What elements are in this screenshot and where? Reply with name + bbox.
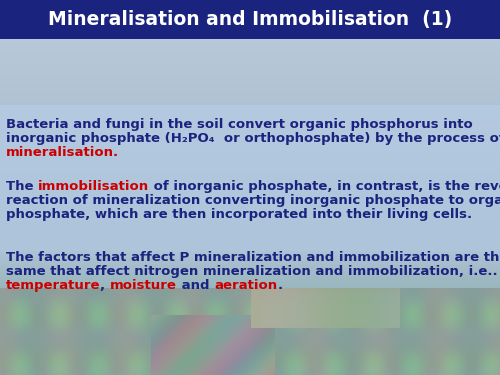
Text: The factors that affect P mineralization and immobilization are the: The factors that affect P mineralization… [6, 251, 500, 264]
Text: Mineralisation and Immobilisation  (1): Mineralisation and Immobilisation (1) [48, 10, 452, 29]
Text: mineralisation.: mineralisation. [6, 146, 119, 159]
Text: and: and [177, 279, 214, 292]
Text: reaction of mineralization converting inorganic phosphate to organic: reaction of mineralization converting in… [6, 194, 500, 207]
Text: of inorganic phosphate, in contrast, is the reverse: of inorganic phosphate, in contrast, is … [149, 180, 500, 193]
Text: immobilisation: immobilisation [38, 180, 149, 193]
Text: Bacteria and fungi in the soil convert organic phosphorus into: Bacteria and fungi in the soil convert o… [6, 118, 473, 131]
Text: temperature: temperature [6, 279, 100, 292]
Text: same that affect nitrogen mineralization and immobilization, i.e..: same that affect nitrogen mineralization… [6, 265, 498, 278]
FancyBboxPatch shape [0, 105, 500, 375]
Text: aeration: aeration [214, 279, 278, 292]
Text: inorganic phosphate (H₂PO₄  or orthophosphate) by the process of: inorganic phosphate (H₂PO₄ or orthophosp… [6, 132, 500, 145]
Text: The: The [6, 180, 38, 193]
FancyBboxPatch shape [0, 0, 500, 39]
Text: moisture: moisture [110, 279, 177, 292]
Text: ,: , [100, 279, 110, 292]
Text: .: . [278, 279, 282, 292]
Text: phosphate, which are then incorporated into their living cells.: phosphate, which are then incorporated i… [6, 208, 472, 220]
